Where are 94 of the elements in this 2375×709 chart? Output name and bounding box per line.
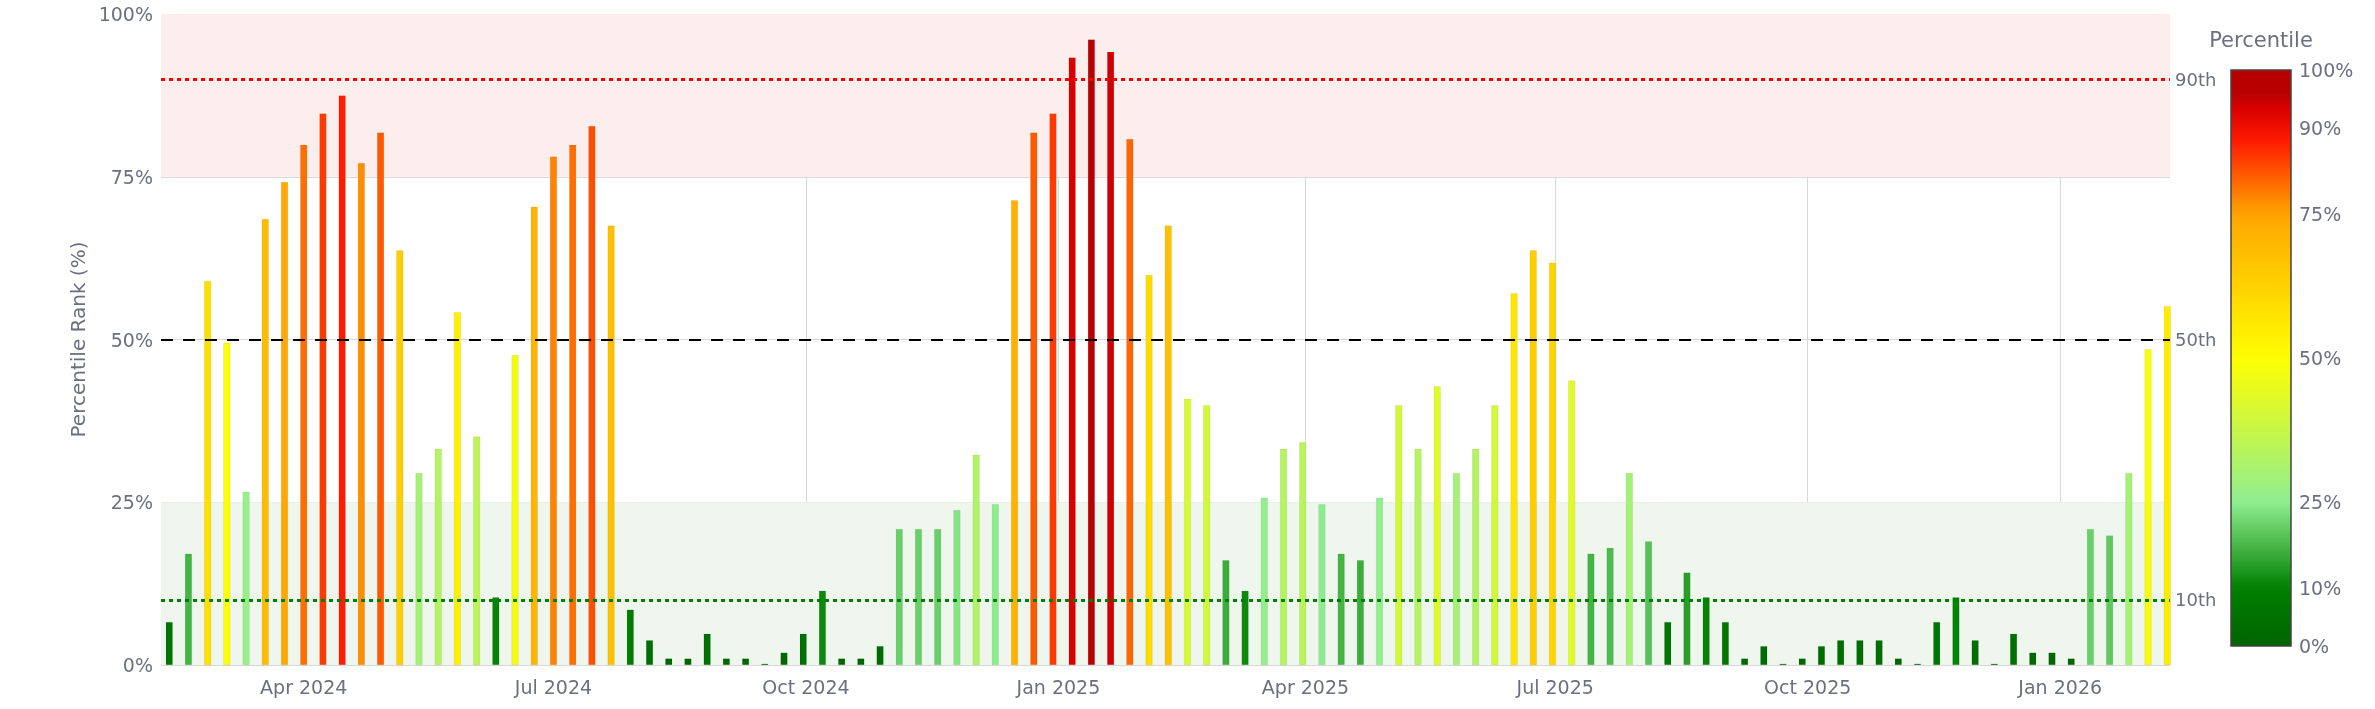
bar <box>1837 640 1845 665</box>
y-tick-label: 0% <box>122 654 153 676</box>
bar <box>780 652 788 665</box>
bar <box>473 436 481 665</box>
x-tick-label: Jul 2025 <box>1515 675 1594 698</box>
bar <box>991 504 999 665</box>
bar <box>1203 405 1211 665</box>
bar <box>2029 652 2037 665</box>
bar <box>1894 658 1902 665</box>
bar <box>1337 553 1345 665</box>
bar <box>1241 590 1249 665</box>
bar <box>972 454 980 665</box>
bar <box>1222 560 1230 665</box>
bar <box>2144 349 2152 665</box>
bar <box>1933 622 1941 665</box>
bar <box>838 658 846 665</box>
color-bar-label: 75% <box>2299 203 2342 225</box>
bar <box>876 646 884 665</box>
color-bar-title: Percentile <box>2209 28 2313 52</box>
bar <box>1183 398 1191 665</box>
bar <box>2106 535 2114 665</box>
x-tick-label: Oct 2024 <box>762 675 850 698</box>
x-tick-label: Oct 2025 <box>1764 675 1852 698</box>
bar <box>1798 658 1806 665</box>
bar <box>1587 553 1595 665</box>
bar <box>914 528 922 665</box>
color-bar-label: 25% <box>2299 491 2342 513</box>
bar <box>2125 472 2133 665</box>
bar <box>1491 405 1499 665</box>
bar <box>1280 448 1288 665</box>
x-tick-label: Apr 2025 <box>1261 675 1350 698</box>
bar <box>184 553 192 665</box>
bar <box>1376 497 1384 665</box>
bar <box>1414 448 1422 665</box>
bar <box>684 658 692 665</box>
bar <box>1760 646 1768 665</box>
bar <box>722 658 730 665</box>
bar <box>742 658 750 665</box>
x-tick-label: Jul 2024 <box>513 675 593 698</box>
bar <box>1606 547 1614 665</box>
bar <box>1741 658 1749 665</box>
bar <box>1856 640 1864 665</box>
bar <box>415 472 423 665</box>
bar <box>2048 652 2056 665</box>
y-tick-label: 75% <box>110 165 153 188</box>
color-bar-label: 90% <box>2299 116 2342 139</box>
y-tick-label: 25% <box>110 491 153 514</box>
bar <box>1971 640 1979 665</box>
bar <box>799 633 807 665</box>
bar <box>1664 622 1672 665</box>
bar <box>1875 640 1883 665</box>
color-bar-label: 100% <box>2299 59 2354 81</box>
bar <box>1683 572 1691 665</box>
y-axis-title: Percentile Rank (%) <box>65 241 90 438</box>
bar <box>665 658 673 665</box>
bar <box>1452 472 1460 665</box>
bar <box>165 622 173 665</box>
bar <box>953 510 961 665</box>
bar <box>857 658 865 665</box>
bar <box>2010 633 2018 665</box>
bar <box>1721 622 1729 665</box>
x-tick-label: Apr 2024 <box>260 675 348 698</box>
bar <box>2067 658 2075 665</box>
bar <box>1318 504 1326 665</box>
bar <box>1625 472 1633 665</box>
bar <box>1356 560 1364 665</box>
bar <box>1260 497 1268 665</box>
bar <box>2086 528 2094 665</box>
bar <box>818 590 826 665</box>
bar <box>1472 448 1480 665</box>
ref-line-label: 10th <box>2175 589 2217 611</box>
y-tick-label: 50% <box>110 328 153 351</box>
y-tick-label: 100% <box>98 3 153 25</box>
bar <box>646 640 654 665</box>
bar <box>1645 541 1653 665</box>
bar <box>434 448 442 665</box>
bar <box>1568 380 1576 665</box>
bar <box>1299 442 1307 665</box>
color-bar-label: 10% <box>2299 577 2342 600</box>
ref-line-label: 90th <box>2175 68 2217 90</box>
bar <box>1817 646 1825 665</box>
color-bar-label: 0% <box>2299 635 2330 657</box>
ref-line-label: 50th <box>2175 329 2217 350</box>
bar <box>934 528 942 665</box>
x-tick-label: Jan 2026 <box>2017 675 2103 698</box>
bar <box>1433 386 1441 665</box>
bar <box>895 528 903 665</box>
bar <box>1395 405 1403 665</box>
color-bar-label: 50% <box>2299 347 2342 369</box>
bar <box>242 491 250 665</box>
x-tick-label: Jan 2025 <box>1015 675 1101 698</box>
bar <box>626 609 634 665</box>
bar <box>511 355 519 665</box>
bar <box>703 633 711 665</box>
